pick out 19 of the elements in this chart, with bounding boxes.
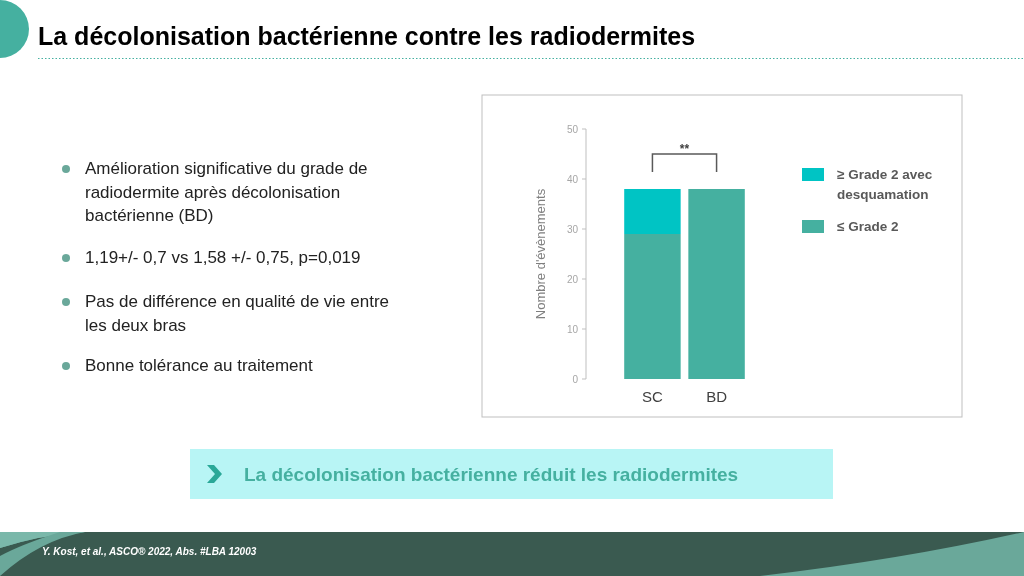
- text: 1,19+/- 0,7 vs 1,58 +/- 0,75, p=0,019: [85, 247, 362, 269]
- x-tick-label: SC: [642, 388, 664, 405]
- text: Amélioration significative du grade de radiodermite après décolonisation bactérienne (BD): [85, 158, 369, 227]
- y-tick-label: 40: [566, 173, 579, 185]
- legend-label: ≤ Grade 2: [837, 219, 899, 234]
- y-tick-label: 0: [572, 373, 579, 385]
- text: Pas de différence en qualité de vie entre les deux bras: [85, 291, 390, 337]
- x-tick-label: BD: [706, 388, 728, 405]
- y-tick-label: 30: [566, 223, 579, 235]
- legend-label: ≥ Grade 2 avec desquamation: [837, 167, 933, 202]
- y-tick-label: 10: [566, 323, 579, 335]
- y-tick-label: 20: [566, 273, 579, 285]
- y-tick-label: 50: [566, 123, 579, 135]
- text: Y. Kost, et al., ASCO® 2022, Abs. #LBA 12003: [42, 546, 257, 557]
- text: La décolonisation bactérienne réduit les radiodermites: [244, 464, 739, 485]
- annotation: **: [679, 142, 690, 156]
- text: Bonne tolérance au traitement: [85, 355, 314, 377]
- text: La décolonisation bactérienne contre les radiodermites: [38, 22, 696, 50]
- y-axis-title: Nombre d'évènements: [533, 188, 548, 320]
